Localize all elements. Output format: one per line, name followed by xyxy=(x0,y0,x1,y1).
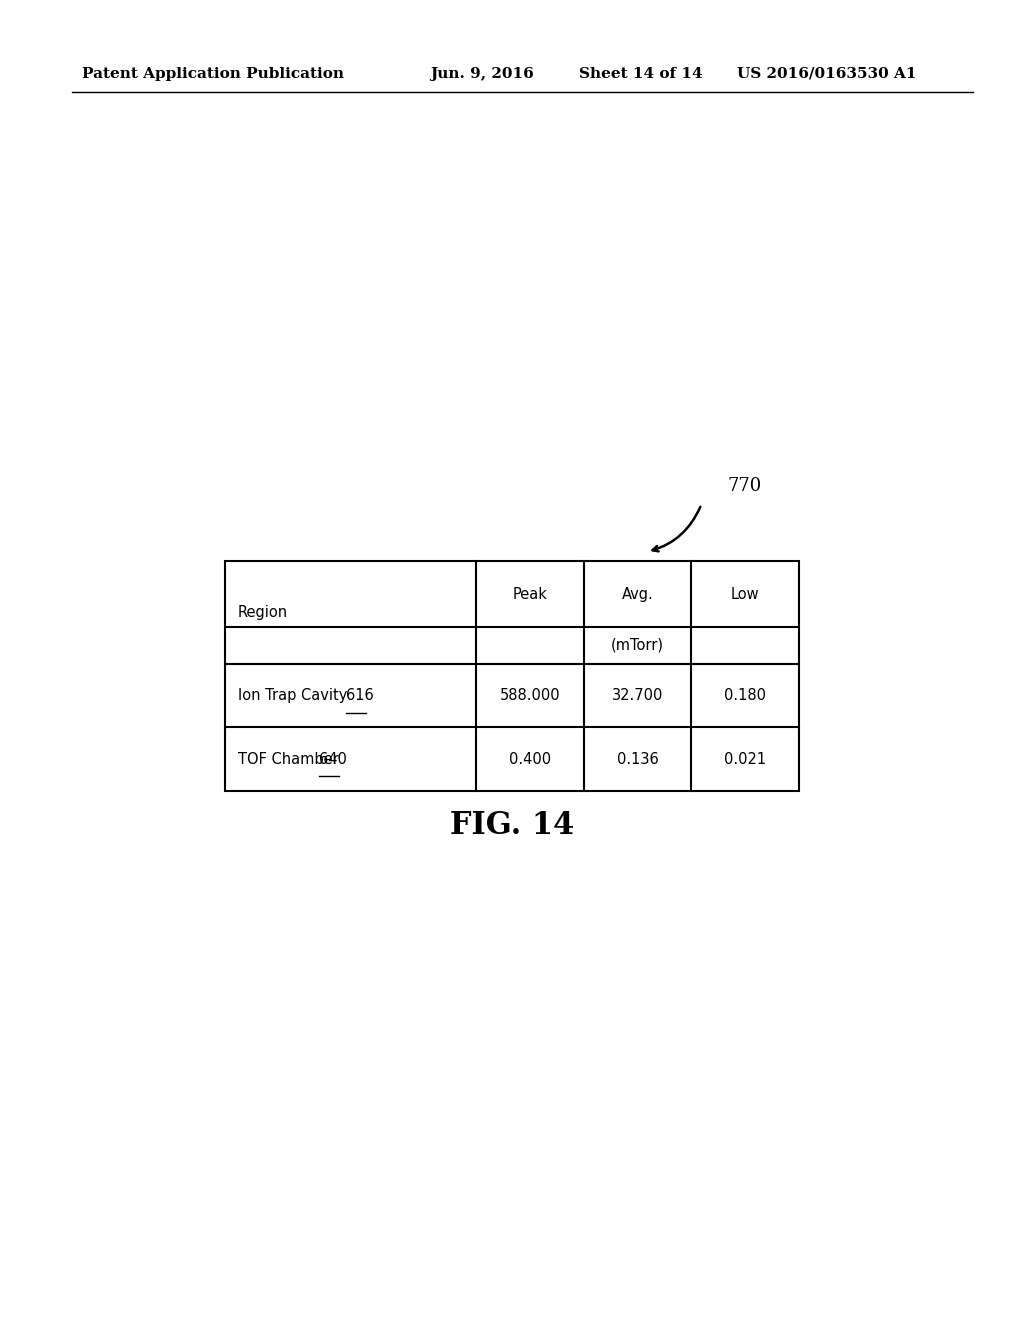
Text: Low: Low xyxy=(731,586,759,602)
Text: 616: 616 xyxy=(346,688,374,704)
Text: 588.000: 588.000 xyxy=(500,688,560,704)
Text: 0.136: 0.136 xyxy=(616,751,658,767)
Text: Region: Region xyxy=(238,605,288,620)
Text: 0.021: 0.021 xyxy=(724,751,766,767)
Text: 770: 770 xyxy=(727,477,761,495)
Text: (mTorr): (mTorr) xyxy=(611,638,664,653)
Text: Avg.: Avg. xyxy=(622,586,653,602)
Text: TOF Chamber: TOF Chamber xyxy=(238,751,343,767)
Bar xyxy=(225,561,799,791)
Text: 0.400: 0.400 xyxy=(509,751,551,767)
Text: 32.700: 32.700 xyxy=(611,688,664,704)
Text: US 2016/0163530 A1: US 2016/0163530 A1 xyxy=(737,67,916,81)
Text: Sheet 14 of 14: Sheet 14 of 14 xyxy=(579,67,702,81)
Text: Patent Application Publication: Patent Application Publication xyxy=(82,67,344,81)
Text: FIG. 14: FIG. 14 xyxy=(450,809,574,841)
Text: Jun. 9, 2016: Jun. 9, 2016 xyxy=(430,67,534,81)
Text: 640: 640 xyxy=(318,751,346,767)
Text: 0.180: 0.180 xyxy=(724,688,766,704)
Text: Ion Trap Cavity: Ion Trap Cavity xyxy=(238,688,351,704)
Text: Peak: Peak xyxy=(512,586,548,602)
